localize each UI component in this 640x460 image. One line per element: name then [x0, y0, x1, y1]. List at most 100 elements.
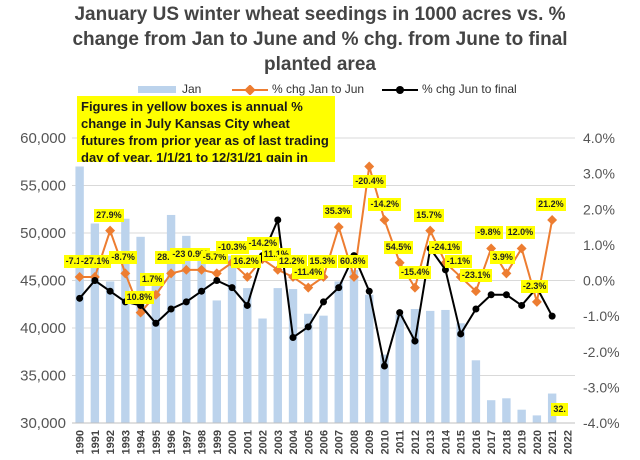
legend-jan-to-jun: % chg Jan to Jun — [232, 82, 364, 96]
value-label: -24.1% — [429, 240, 462, 254]
jan-to-jun-point — [105, 225, 116, 236]
x-tick-label: 2017 — [486, 430, 498, 454]
jan-to-jun-point — [531, 296, 542, 307]
bar-jan — [105, 281, 115, 423]
bar-jan — [273, 288, 282, 423]
value-label: 32. — [551, 403, 568, 416]
left-axis-tick-label: 40,000 — [20, 320, 66, 337]
x-tick-label: 1994 — [136, 429, 148, 454]
jun-to-final-point — [441, 266, 449, 274]
annotation-box: Figures in yellow boxes is annual % chan… — [77, 96, 335, 162]
x-tick-label: 1995 — [151, 430, 163, 454]
bar-jan — [365, 294, 374, 423]
jun-to-final-point — [106, 287, 114, 295]
x-tick-label: 2001 — [242, 430, 254, 454]
bar-jan — [486, 400, 496, 423]
value-label: -14.2% — [368, 197, 401, 211]
value-label: 21.2% — [536, 197, 566, 211]
chart-title: January US winter wheat seedings in 1000… — [0, 2, 640, 77]
value-label: 35.3% — [322, 205, 353, 219]
value-label: 15.3% — [307, 254, 338, 268]
x-tick-label: 2000 — [227, 430, 239, 454]
jun-to-final-point — [137, 301, 145, 309]
value-label: -8.7% — [109, 251, 137, 265]
value-label: 12.2% — [277, 254, 307, 268]
bar-jan — [258, 318, 267, 423]
legend-jan-to-jun-swatch — [232, 84, 268, 96]
jan-to-jun-point — [501, 268, 512, 279]
jan-to-jun-point — [364, 161, 375, 172]
value-label: 10.8% — [124, 290, 155, 304]
legend-jan-swatch — [138, 86, 176, 94]
legend-jun-to-final-swatch — [382, 85, 418, 94]
bar-jan — [288, 289, 298, 423]
jan-to-jun-point — [349, 271, 359, 282]
value-label: -5.7% — [200, 251, 229, 265]
right-axis-tick-label: 1.0% — [583, 237, 615, 253]
bar-jan — [502, 398, 511, 423]
jun-to-final-point — [228, 284, 236, 292]
jun-to-final-point — [198, 287, 206, 295]
jun-to-final-point — [472, 305, 480, 313]
bar-jan — [456, 323, 465, 423]
value-label: 54.5% — [383, 240, 414, 254]
right-axis-tick-label: -4.0% — [583, 415, 620, 431]
bar-jan — [410, 309, 420, 423]
right-axis-tick-label: 3.0% — [583, 166, 615, 182]
bar-jan — [136, 236, 145, 423]
value-label: -10.3% — [216, 240, 249, 254]
value-label: 16.2% — [231, 254, 261, 268]
jan-to-jun-point — [486, 243, 497, 254]
value-label: -14.2% — [246, 237, 280, 251]
left-axis-tick-label: 45,000 — [20, 273, 66, 290]
jan-to-jun-point — [410, 282, 420, 293]
jan-to-jun-point — [333, 222, 344, 233]
jun-to-final-point — [304, 323, 312, 331]
jan-to-jun-point — [242, 271, 253, 282]
bar-jan — [243, 288, 252, 423]
bar-jan — [197, 252, 206, 423]
jun-to-final-point — [365, 287, 373, 295]
right-axis-tick-label: -2.0% — [583, 344, 620, 360]
value-label: 1.7% — [139, 272, 165, 286]
jan-to-jun-point — [181, 264, 192, 275]
jun-to-final-point — [213, 277, 221, 284]
jan-to-jun-point — [547, 214, 558, 225]
left-axis-tick-label: 35,000 — [20, 368, 66, 385]
bar-jan — [395, 314, 404, 423]
value-label: -20.4% — [353, 174, 386, 188]
bar-jan — [227, 255, 237, 423]
x-tick-label: 2015 — [456, 430, 468, 454]
title-line-3: planted area — [264, 54, 376, 75]
legend-jun-to-final-label: % chg Jun to final — [422, 82, 517, 96]
x-tick-label: 1992 — [105, 430, 117, 454]
value-label: -11.4% — [292, 265, 325, 279]
jun-to-final-point — [91, 277, 99, 284]
x-tick-label: 2003 — [273, 430, 285, 454]
jun-to-final-point — [274, 216, 282, 224]
jun-to-final-point — [502, 291, 510, 299]
jan-to-jun-point — [196, 264, 207, 275]
x-tick-label: 2004 — [288, 429, 300, 454]
value-label: 27.9% — [94, 208, 124, 222]
jun-to-final-point — [243, 301, 251, 309]
value-label: -9.8% — [475, 226, 503, 240]
value-label: 3.9% — [490, 251, 515, 265]
x-tick-label: 1996 — [166, 430, 178, 454]
bar-jan — [90, 223, 100, 423]
value-label: 12.0% — [505, 226, 536, 240]
jun-to-final-point — [487, 291, 495, 299]
value-label: -23.1% — [459, 269, 493, 283]
jan-to-jun-point — [303, 282, 314, 293]
jan-to-jun-point — [516, 243, 527, 254]
x-tick-label: 2010 — [379, 430, 391, 454]
bar-jan — [441, 309, 450, 423]
jun-to-final-point — [411, 337, 419, 345]
x-tick-label: 2007 — [334, 430, 346, 454]
x-tick-label: 2002 — [258, 430, 270, 454]
right-axis-tick-label: 4.0% — [583, 130, 615, 146]
bar-jan — [151, 281, 161, 423]
value-label: 60.8% — [337, 254, 368, 268]
legend-jun-to-final: % chg Jun to final — [382, 82, 517, 96]
x-tick-label: 2020 — [532, 430, 544, 454]
